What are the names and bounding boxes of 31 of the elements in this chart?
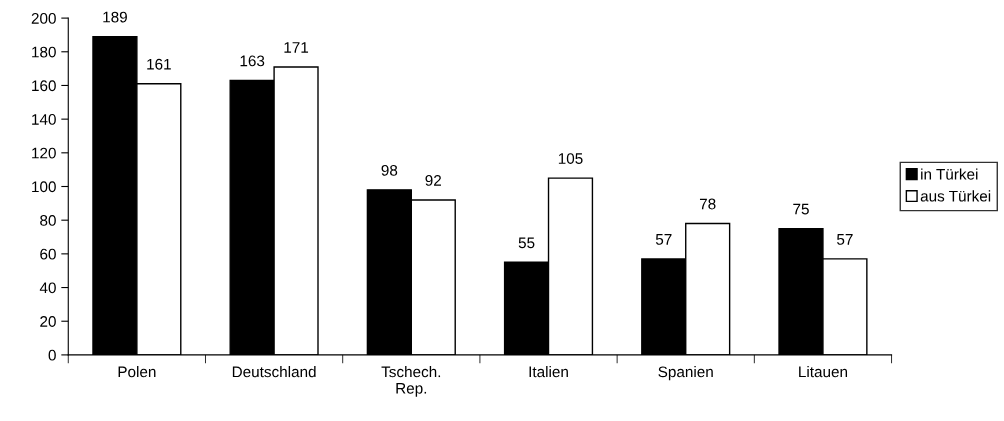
- data-label: 171: [284, 42, 309, 53]
- y-tick-label: 0: [48, 349, 56, 361]
- data-label: 105: [558, 153, 583, 164]
- y-tick-label: 180: [32, 46, 56, 58]
- data-label: 57: [655, 234, 672, 245]
- y-tick-label: 20: [40, 316, 56, 327]
- data-label: 78: [699, 198, 716, 210]
- data-label: 55: [518, 237, 535, 249]
- x-tick-label: Tschech. Rep.: [381, 366, 441, 397]
- x-tick-label: Litauen: [799, 366, 848, 378]
- y-tick-label: 200: [31, 12, 56, 24]
- data-label: 163: [240, 55, 265, 67]
- data-label: 161: [147, 58, 171, 70]
- y-tick-label: 140: [32, 114, 56, 125]
- y-tick-label: 60: [40, 248, 56, 260]
- x-tick-label: Spanien: [658, 366, 713, 381]
- data-label: 57: [837, 234, 853, 245]
- y-tick-label: 100: [32, 181, 56, 193]
- y-tick-label: 40: [39, 282, 56, 294]
- x-tick-label: Italien: [529, 366, 568, 378]
- data-label: 75: [793, 203, 809, 215]
- data-label: 98: [381, 164, 398, 176]
- y-tick-label: 160: [32, 80, 56, 92]
- data-label: 189: [103, 11, 127, 23]
- y-tick-label: 120: [32, 147, 56, 159]
- x-tick-label: Polen: [118, 366, 156, 378]
- legend-label: aus Türkei: [920, 190, 991, 202]
- x-tick-label: Deutschland: [232, 366, 316, 378]
- legend-label: in Türkei: [921, 168, 978, 180]
- data-label: 92: [425, 175, 441, 186]
- y-tick-label: 80: [40, 215, 56, 226]
